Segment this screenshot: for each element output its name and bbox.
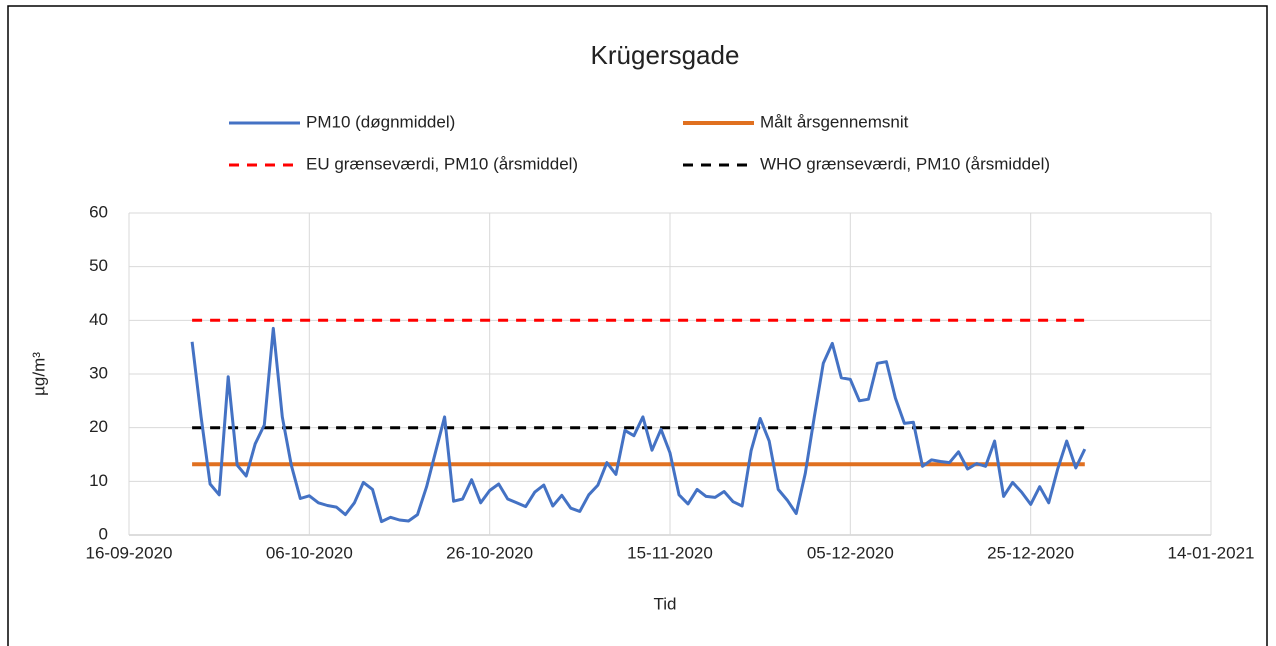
chart-border [7,5,1268,646]
x-tick-label: 14-01-2021 [1168,543,1255,562]
legend-label: Målt årsgennemsnit [760,112,909,131]
y-tick-label: 0 [99,524,108,543]
x-tick-label: 16-09-2020 [86,543,173,562]
legend-label: PM10 (døgnmiddel) [306,112,455,131]
x-tick-label: 26-10-2020 [446,543,533,562]
y-tick-label: 20 [89,417,108,436]
data-line [190,326,1087,524]
y-tick-label: 40 [89,310,108,329]
y-tick-label: 50 [89,256,108,275]
y-tick-label: 10 [89,471,108,490]
x-tick-label: 06-10-2020 [266,543,353,562]
y-axis-label: µg/m³ [29,352,48,396]
y-tick-label: 60 [89,202,108,221]
chart-title: Krügersgade [591,40,740,70]
y-tick-label: 30 [89,363,108,382]
x-tick-label: 15-11-2020 [627,543,713,562]
legend-label: EU grænseværdi, PM10 (årsmiddel) [306,154,578,173]
x-axis-label: Tid [654,594,677,613]
legend-label: WHO grænseværdi, PM10 (årsmiddel) [760,154,1050,173]
x-tick-label: 25-12-2020 [987,543,1074,562]
x-tick-label: 05-12-2020 [807,543,894,562]
